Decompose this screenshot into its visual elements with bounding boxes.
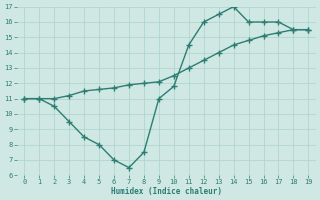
X-axis label: Humidex (Indice chaleur): Humidex (Indice chaleur) — [111, 187, 222, 196]
